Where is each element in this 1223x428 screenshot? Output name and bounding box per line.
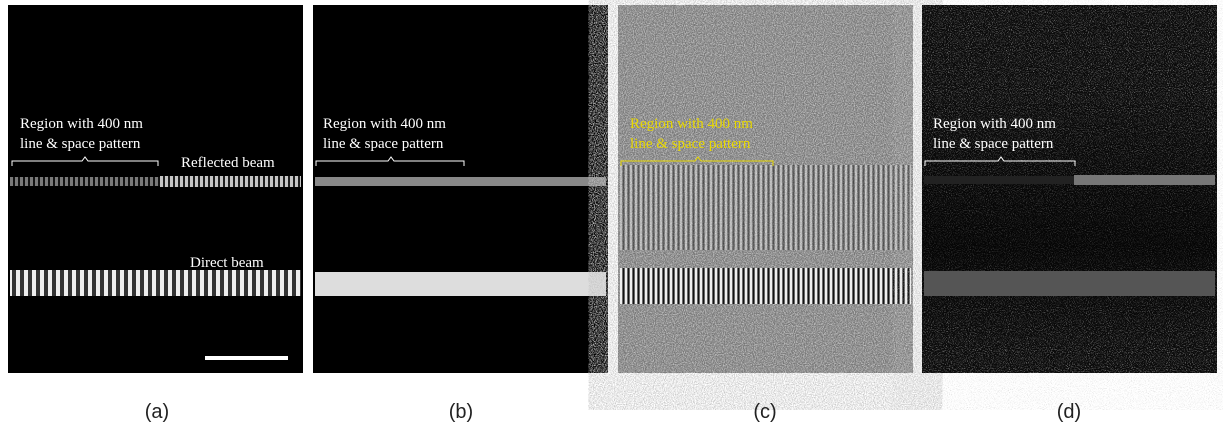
region-label: line & space pattern	[20, 136, 141, 152]
region-label: line & space pattern	[630, 136, 751, 152]
figure: Region with 400 nm line & space pattern …	[0, 0, 1223, 428]
region-label: line & space pattern	[323, 136, 444, 152]
panel-c: Region with 400 nm line & space pattern …	[618, 5, 913, 423]
panel-b: Region with 400 nm line & space pattern …	[313, 5, 608, 423]
caption: (a)	[145, 401, 169, 423]
region-label: Region with 400 nm	[323, 116, 446, 132]
scale-bar	[205, 356, 288, 360]
region-label: Region with 400 nm	[933, 116, 1056, 132]
region-label: line & space pattern	[933, 136, 1054, 152]
panel-a: Region with 400 nm line & space pattern …	[8, 5, 303, 423]
beam-label: Direct beam	[190, 255, 264, 271]
panel-d: Region with 400 nm line & space pattern …	[922, 5, 1217, 423]
region-label: Region with 400 nm	[630, 116, 753, 132]
caption: (c)	[753, 401, 776, 423]
region-label: Region with 400 nm	[20, 116, 143, 132]
caption: (d)	[1057, 401, 1081, 423]
caption: (b)	[449, 401, 473, 423]
beam-label: Reflected beam	[181, 155, 275, 171]
